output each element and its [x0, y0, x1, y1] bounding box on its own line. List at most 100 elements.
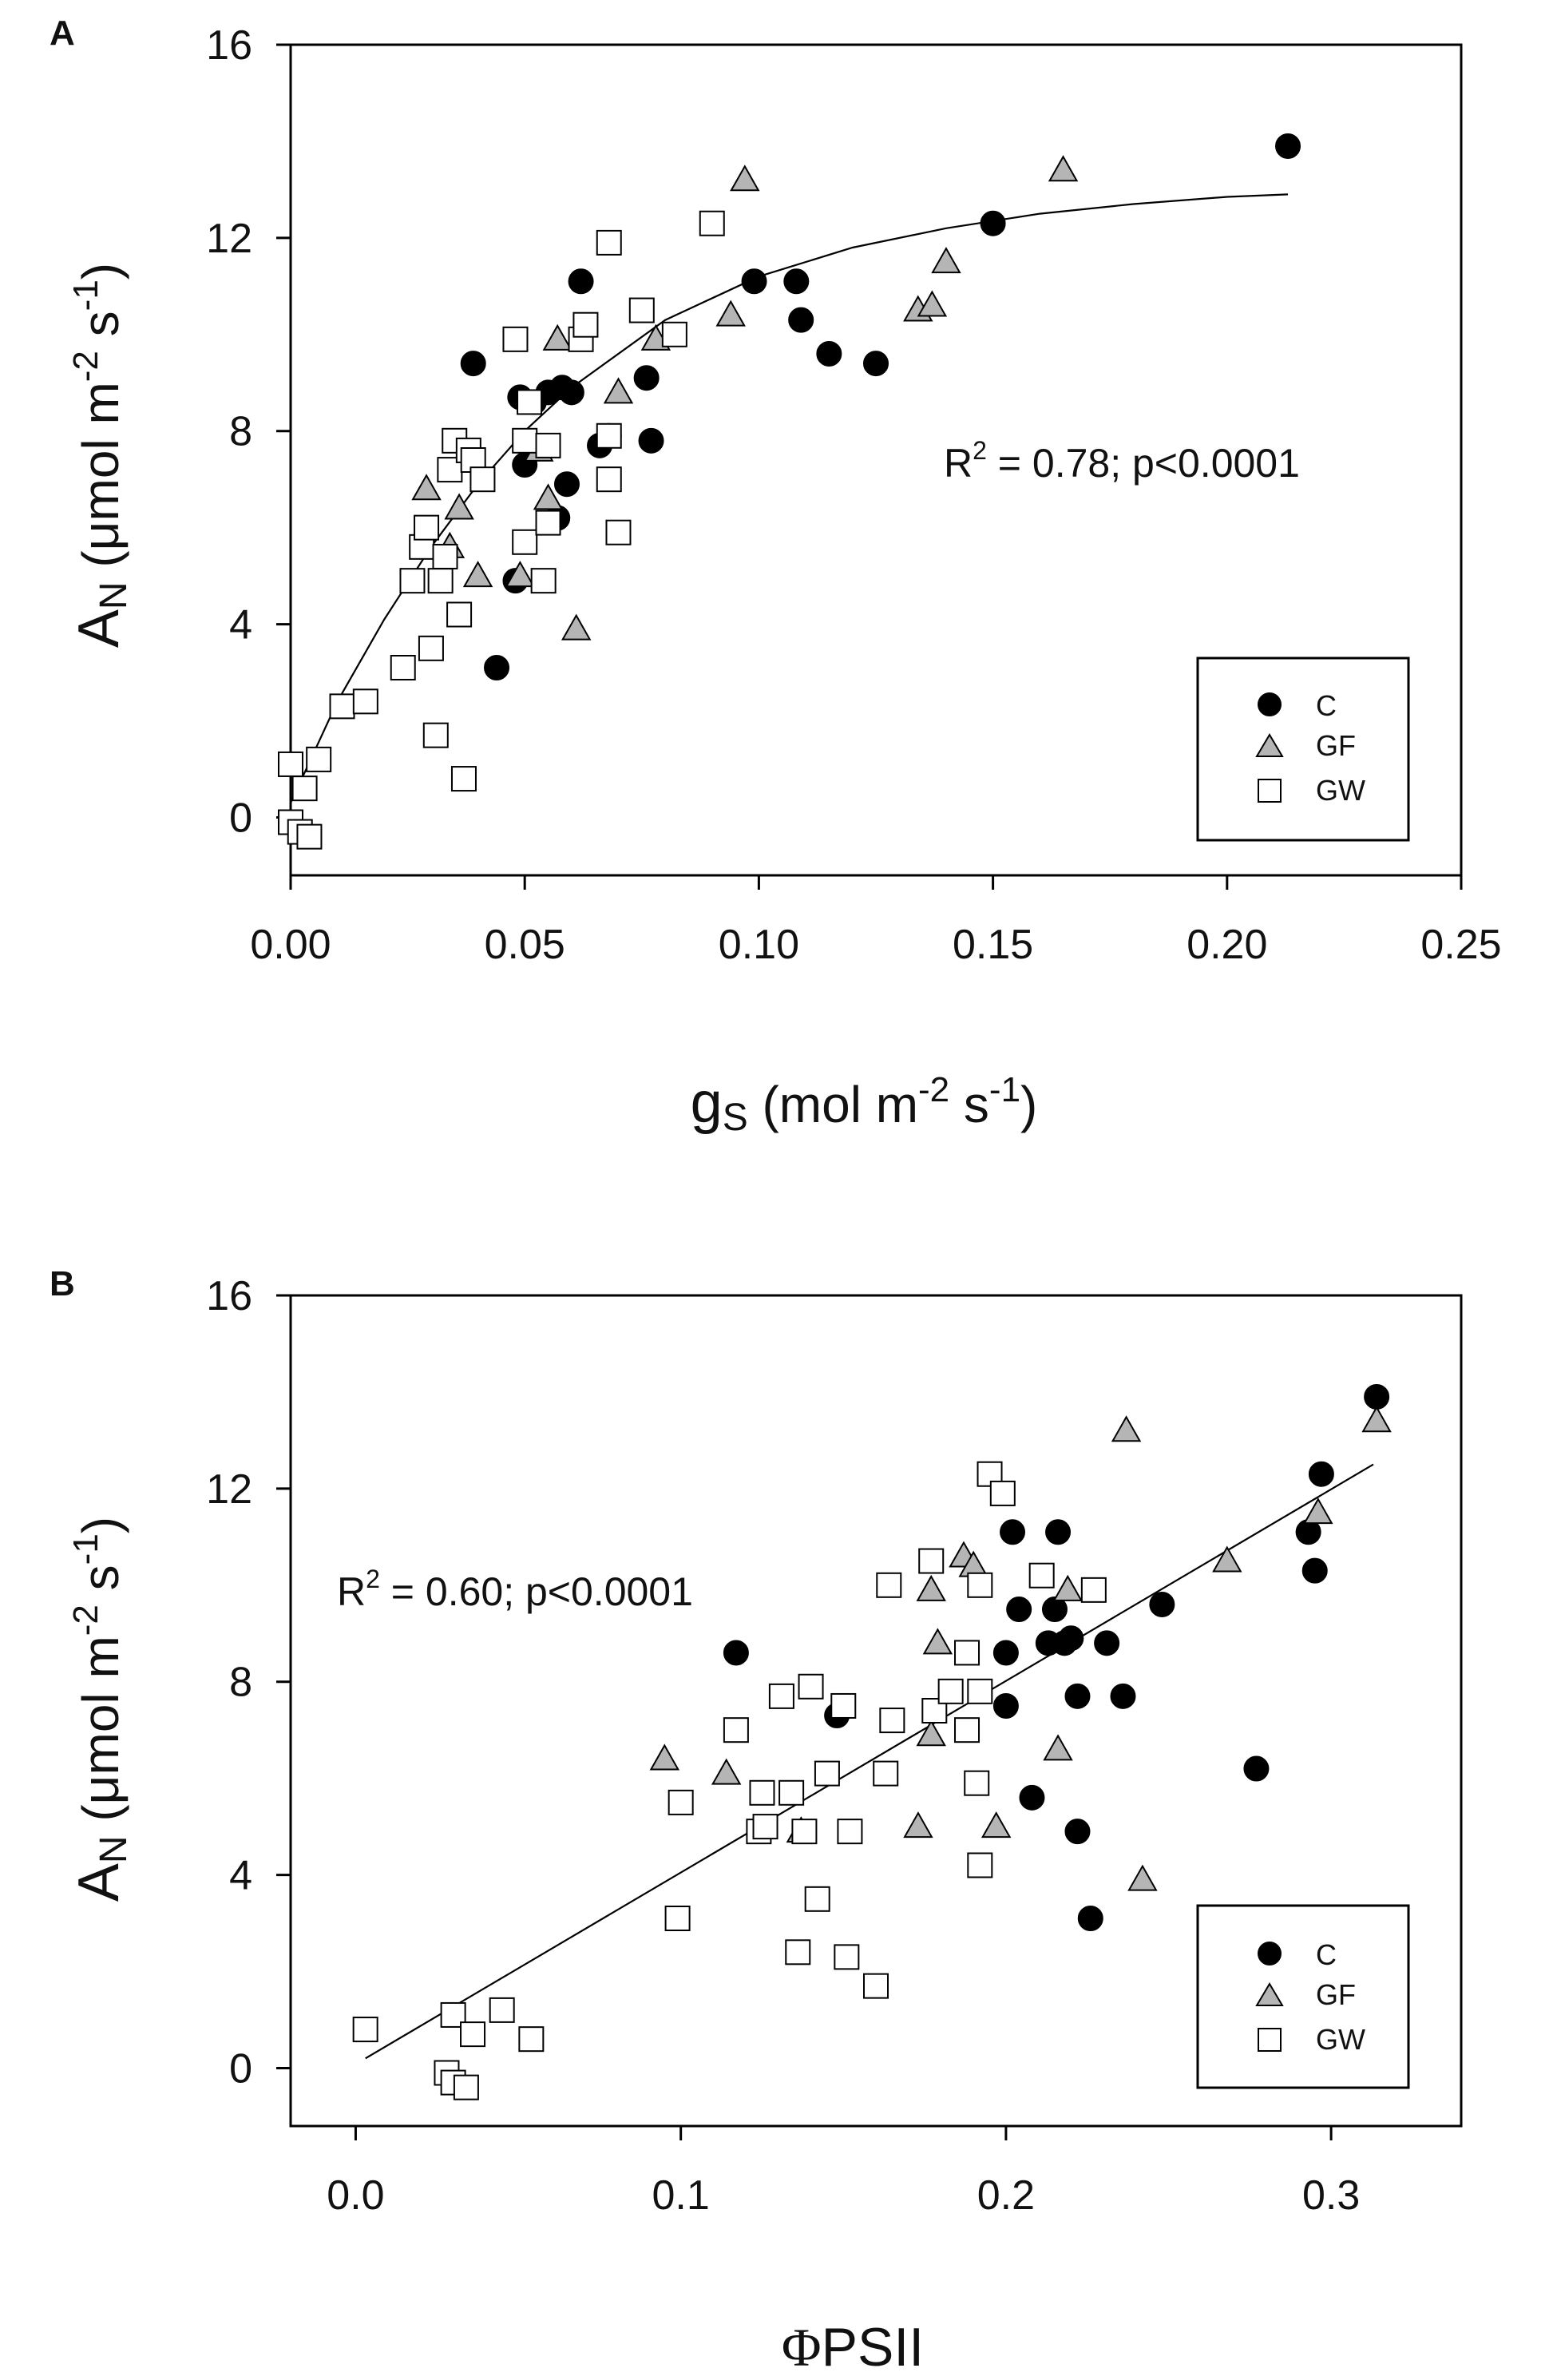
panel-a-legend-label-c: C [1316, 689, 1337, 722]
point-gf [916, 1720, 946, 1747]
panel-a-series-c [460, 133, 1301, 680]
panel-b-legend-label-c: C [1316, 1938, 1337, 1971]
point-gw [432, 543, 458, 569]
point-c [1308, 1461, 1334, 1487]
point-c [783, 268, 810, 295]
panel-b-y-axis-title: AN (μmol m-2 s-1) [66, 1517, 135, 1902]
point-gf [649, 1743, 680, 1771]
point-gw [967, 1852, 993, 1878]
panel-a-x-tick-label: 0.05 [485, 922, 565, 968]
point-gw [296, 823, 323, 850]
panel-b-x-axis-title: ΦPSII [782, 2317, 924, 2378]
point-c [992, 1692, 1019, 1719]
point-gw [469, 466, 496, 493]
point-gw [517, 389, 543, 415]
point-gw [791, 1819, 818, 1845]
point-gw [450, 766, 477, 792]
point-gw [278, 751, 303, 777]
point-gw [664, 1906, 691, 1931]
panel-a-x-ticks: 0.00 0.05 0.10 0.15 0.20 0.25 [250, 875, 1502, 968]
point-gw [440, 2001, 466, 2028]
point-gw [460, 2021, 486, 2048]
point-gw [863, 1973, 889, 1999]
point-c [1006, 1597, 1032, 1623]
point-gw [967, 1678, 993, 1704]
panel-a: A AN (μmol m-2 s-1) 0 4 8 12 16 0.00 0.05 0.10… [50, 14, 1502, 1139]
point-gw [572, 311, 599, 338]
panel-a-x-axis-title: gS (mol m-2 s-1) [691, 1070, 1038, 1139]
panel-a-legend: C GF GW [1196, 656, 1410, 842]
point-gw [752, 1814, 778, 1840]
panel-a-legend-marker-gf [1255, 733, 1284, 757]
point-gf [411, 474, 442, 501]
point-c [1064, 1683, 1091, 1709]
point-gw [768, 1683, 794, 1709]
point-gw [749, 1779, 775, 1806]
panel-b-y-tick-label: 8 [229, 1660, 252, 1706]
panel-b-series-c [723, 1383, 1390, 1931]
panel-a-legend-label-gw: GW [1316, 774, 1365, 807]
point-gf [715, 299, 746, 327]
point-gw [814, 1760, 840, 1787]
panel-a-plot-frame [289, 43, 1463, 877]
point-gw [352, 688, 378, 715]
point-gw [918, 1548, 945, 1574]
point-c [1045, 1519, 1072, 1545]
panel-b-legend: C GF GW [1196, 1904, 1410, 2089]
point-gw [661, 321, 687, 347]
point-gw [329, 693, 355, 720]
panel-b-x-tick-label: 0.2 [977, 2172, 1035, 2219]
point-gw [804, 1886, 830, 1912]
panel-a-r2-annotation: R2 = 0.78; p<0.0001 [944, 436, 1300, 486]
point-gf [1111, 1415, 1142, 1442]
panel-a-x-tick-label: 0.25 [1420, 922, 1501, 968]
point-gw [837, 1819, 863, 1845]
panel-b-fit-line [365, 1463, 1374, 2060]
point-c [1364, 1383, 1390, 1410]
point-c [1110, 1683, 1136, 1709]
point-gf [922, 1628, 953, 1655]
point-gw [879, 1708, 905, 1734]
point-gw [453, 2074, 479, 2100]
panel-b-x-tick-label: 0.0 [327, 2172, 384, 2219]
point-gf [1361, 1406, 1392, 1433]
point-gw [446, 601, 473, 628]
point-gw [418, 635, 444, 661]
panel-b-y-ticks: 0 4 8 12 16 [206, 1273, 291, 2092]
panel-b-legend-box [1196, 1904, 1410, 2089]
panel-b-r2-annotation: R2 = 0.60; p<0.0001 [337, 1565, 693, 1614]
point-gf [533, 483, 564, 510]
panel-a-fit-curve [290, 193, 1289, 803]
panel-b-legend-marker-c [1258, 1942, 1282, 1965]
point-c [568, 268, 594, 295]
point-gf [1127, 1864, 1158, 1891]
point-gw [489, 1997, 515, 2023]
panel-a-x-tick-label: 0.20 [1187, 922, 1267, 968]
panel-b-data-points [352, 1383, 1392, 2100]
panel-a-data-points [278, 133, 1301, 850]
point-c [863, 351, 889, 377]
point-c [1000, 1519, 1026, 1545]
point-gw [830, 1692, 857, 1719]
point-gw [414, 514, 440, 541]
point-gw [596, 229, 622, 256]
panel-b-plot-frame [289, 1294, 1463, 2128]
point-gw [502, 326, 529, 352]
point-gw [596, 422, 622, 449]
panel-b-legend-label-gw: GW [1316, 2023, 1365, 2056]
point-gw [605, 519, 632, 545]
panel-a-label: A [50, 14, 75, 53]
point-c [460, 351, 486, 377]
point-gf [505, 561, 536, 588]
point-gf [711, 1758, 742, 1785]
panel-a-x-tick-label: 0.15 [953, 922, 1033, 968]
panel-a-series-gw [278, 210, 725, 850]
point-gw [390, 655, 416, 680]
point-c [638, 427, 664, 454]
point-gw [723, 1717, 749, 1743]
point-gf [903, 1811, 933, 1839]
panel-b: B AN (μmol m-2 s-1) 0 4 8 12 16 0.0 0.1 0.2 0.3… [50, 1264, 1463, 2378]
point-c [1058, 1625, 1084, 1652]
point-gw [422, 722, 449, 748]
